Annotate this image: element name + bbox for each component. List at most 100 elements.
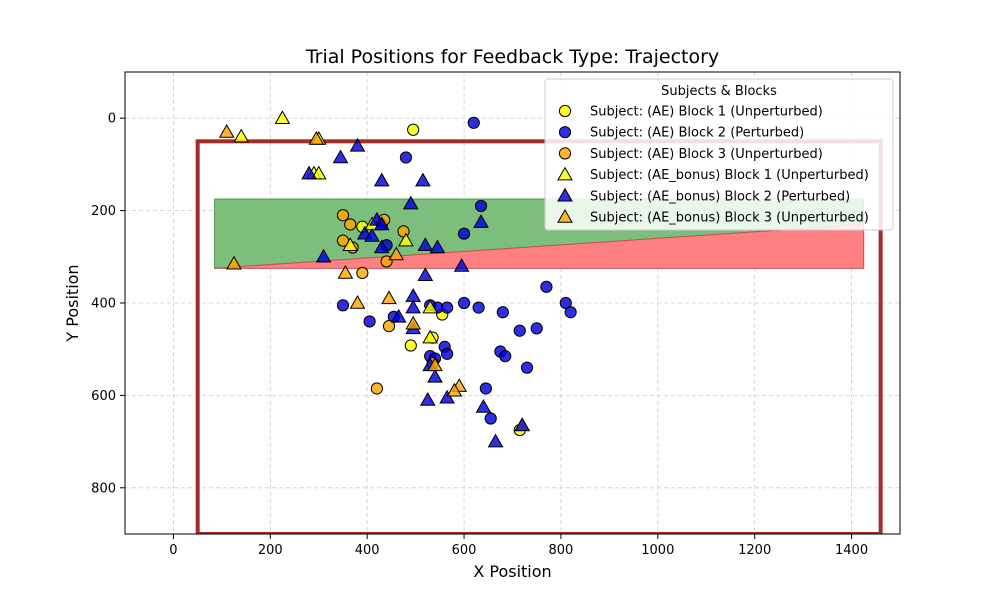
triangle-point [405, 288, 422, 302]
triangle-point [337, 264, 354, 279]
circle-point [382, 320, 396, 333]
triangle-point [429, 239, 446, 254]
triangle-point [446, 382, 463, 397]
circle-point [407, 123, 420, 136]
circle-point [457, 296, 471, 310]
legend-marker [558, 126, 572, 139]
triangle-point [364, 228, 380, 242]
y-axis-label: Y Position [63, 264, 82, 342]
circle-point [370, 382, 383, 395]
circle-point [513, 324, 526, 337]
triangle-point [381, 290, 397, 305]
triangle-point [373, 239, 390, 254]
circle-point [564, 306, 577, 319]
circle-point [399, 151, 413, 164]
x-tick-label: 800 [549, 543, 574, 558]
triangle-point [349, 294, 366, 309]
circle-point [540, 280, 553, 293]
triangle-point [226, 255, 242, 270]
y-tick-label: 0 [108, 112, 116, 127]
x-tick-label: 1000 [641, 543, 674, 558]
x-tick-label: 0 [169, 543, 177, 558]
circle-point [467, 116, 480, 129]
legend-entry-label: Subject: (AE) Block 1 (Unperturbed) [590, 105, 823, 120]
circle-point [363, 315, 376, 328]
triangle-point [373, 172, 390, 187]
legend-entry-label: Subject: (AE_bonus) Block 1 (Unperturbed… [590, 168, 869, 183]
circle-point [520, 361, 534, 374]
circle-point [441, 347, 454, 360]
x-tick-label: 400 [355, 543, 380, 558]
circle-point [356, 266, 369, 280]
x-axis-ticks: 0 200 400 600 800 1000 1200 1400 [169, 534, 868, 558]
x-tick-label: 200 [258, 543, 283, 558]
circle-point [530, 322, 543, 335]
triangle-point [405, 315, 422, 330]
circle-point [479, 382, 492, 395]
triangle-point [405, 299, 422, 314]
triangle-point [415, 172, 431, 187]
triangle-point [402, 195, 419, 210]
triangle-point [427, 368, 443, 383]
legend-box [544, 78, 894, 231]
triangle-point [373, 216, 390, 231]
triangle-point [332, 149, 349, 164]
circle-point [344, 218, 357, 231]
triangle-point [342, 237, 359, 251]
circle-point [457, 227, 471, 240]
triangle-point [422, 299, 439, 314]
triangle-point [514, 417, 531, 432]
triangle-point [218, 124, 235, 138]
circle-point [484, 412, 497, 425]
triangle-point [233, 128, 250, 143]
x-tick-label: 1400 [835, 543, 868, 558]
circle-point [474, 199, 488, 213]
circle-point [336, 209, 350, 222]
circle-point [404, 339, 417, 352]
y-tick-label: 200 [91, 204, 116, 219]
x-tick-label: 1200 [738, 543, 771, 558]
x-axis-label: X Position [473, 562, 551, 581]
circle-point [472, 301, 485, 314]
circle-point [496, 306, 509, 319]
y-tick-label: 400 [91, 297, 116, 312]
triangle-point [419, 392, 436, 406]
triangle-point [453, 258, 470, 272]
triangle-point [398, 232, 414, 247]
x-tick-label: 600 [452, 543, 477, 558]
triangle-point [439, 389, 455, 404]
legend-entry-label: Subject: (AE) Block 2 (Perturbed) [590, 126, 804, 141]
triangle-point [388, 246, 405, 261]
triangle-point [310, 165, 327, 180]
triangle-point [422, 329, 439, 344]
triangle-point [427, 357, 443, 372]
legend-marker [558, 104, 572, 118]
legend: Subjects & Blocks Subject: (AE) Block 1 … [544, 78, 894, 231]
legend-marker [557, 187, 573, 202]
triangle-point [308, 130, 325, 145]
y-tick-label: 600 [91, 389, 116, 404]
legend-marker [557, 208, 573, 223]
triangle-point [315, 248, 332, 263]
triangle-point [301, 165, 317, 180]
red-zone [214, 223, 865, 269]
legend-marker [557, 166, 573, 181]
triangle-point [390, 308, 407, 323]
triangle-point [349, 137, 366, 152]
y-axis-ticks: 0 200 400 600 800 [91, 112, 125, 496]
y-tick-label: 800 [91, 481, 116, 496]
circle-point [336, 299, 350, 312]
triangle-point [274, 110, 291, 124]
workspace-boundary [195, 139, 883, 534]
triangle-point [473, 214, 489, 228]
triangle-point [487, 433, 504, 448]
triangle-point [475, 398, 492, 413]
triangle-point [417, 267, 434, 282]
circle-point [441, 301, 454, 314]
legend-entry-label: Subject: (AE) Block 3 (Unperturbed) [590, 147, 823, 162]
triangle-point [417, 237, 434, 251]
legend-entry-label: Subject: (AE_bonus) Block 2 (Perturbed) [590, 189, 850, 204]
chart-title: Trial Positions for Feedback Type: Traje… [305, 46, 719, 68]
data-points [218, 110, 577, 448]
